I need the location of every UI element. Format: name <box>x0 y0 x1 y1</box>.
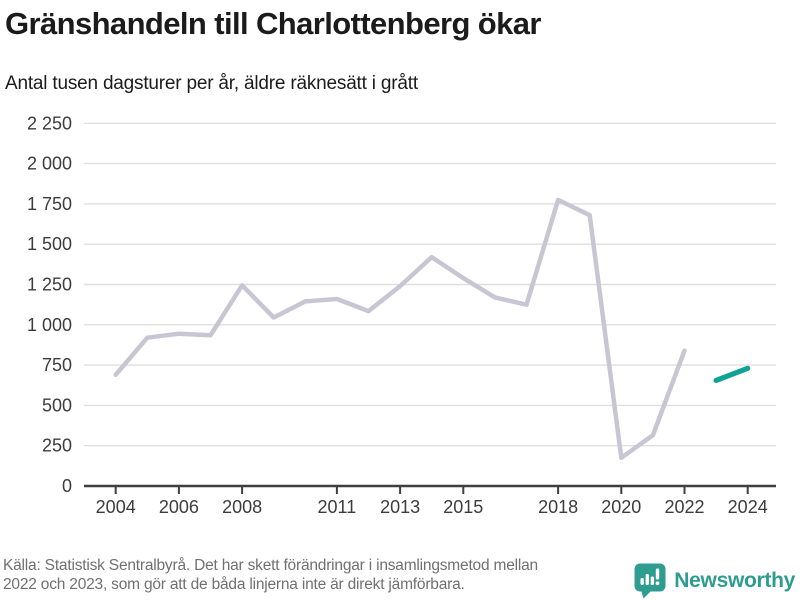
y-tick-label: 2 000 <box>27 154 72 174</box>
newsworthy-wordmark: Newsworthy <box>674 568 795 592</box>
y-tick-label: 250 <box>42 436 72 456</box>
line-chart: 0 250 500 750 1 000 1 250 1 500 1 750 2 000 2 250… <box>27 113 776 517</box>
x-tick-label: 2015 <box>443 497 483 517</box>
x-tick-label: 2024 <box>728 497 768 517</box>
y-tick-label: 0 <box>62 476 72 496</box>
series-line-gray <box>113 197 687 461</box>
y-tick-label: 500 <box>42 395 72 415</box>
x-tick-label: 2011 <box>318 497 357 517</box>
source-note-line2: 2022 och 2023, som gör att de båda linje… <box>3 576 465 593</box>
source-note: Källa: Statistisk Sentralbyrå. Det har s… <box>3 556 538 594</box>
y-tick-label: 1 250 <box>27 275 72 295</box>
newsworthy-logo-icon <box>633 562 667 599</box>
x-tick-label: 2006 <box>159 497 199 517</box>
x-tick-label: 2022 <box>664 497 704 517</box>
x-tick-label: 2004 <box>96 497 136 517</box>
y-tick-label: 2 250 <box>27 113 72 133</box>
x-tick-label: 2008 <box>222 497 262 517</box>
newsworthy-brand: Newsworthy <box>633 562 795 599</box>
series-line-teal <box>713 365 751 383</box>
y-tick-label: 1 500 <box>27 234 72 254</box>
y-tick-label: 750 <box>42 355 72 375</box>
source-note-line1: Källa: Statistisk Sentralbyrå. Det har s… <box>3 557 538 574</box>
y-tick-label: 1 750 <box>27 194 72 214</box>
x-tick-label: 2020 <box>601 497 641 517</box>
page-title: Gränshandeln till Charlottenberg ökar <box>5 6 542 41</box>
x-tick-label: 2018 <box>538 497 578 517</box>
chart-subtitle: Antal tusen dagsturer per år, äldre räkn… <box>5 73 418 94</box>
y-tick-label: 1 000 <box>27 315 72 335</box>
x-tick-label: 2013 <box>380 497 420 517</box>
